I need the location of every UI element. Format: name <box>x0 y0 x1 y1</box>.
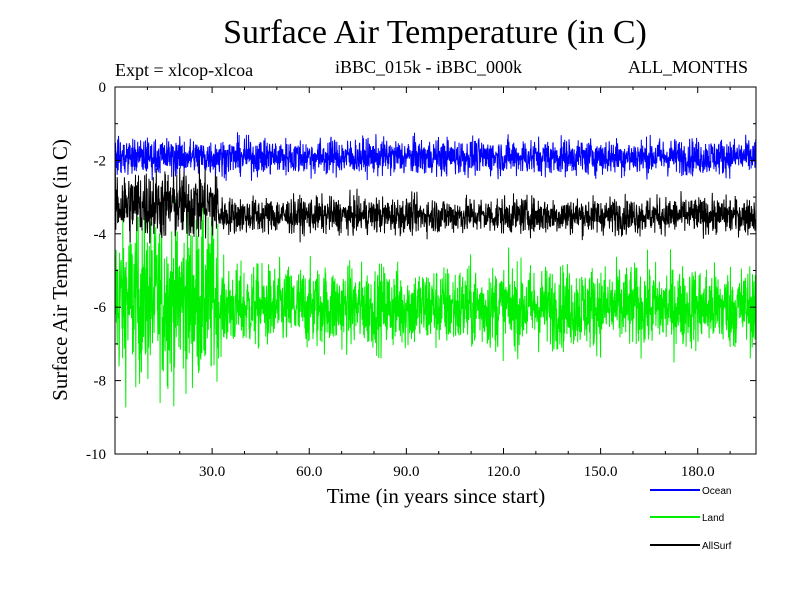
x-tick-label: 90.0 <box>393 464 419 480</box>
y-axis-label: Surface Air Temperature (in C) <box>48 139 72 401</box>
legend-label-ocean: Ocean <box>702 486 731 497</box>
months-label: ALL_MONTHS <box>628 57 748 77</box>
legend-label-land: Land <box>702 513 724 524</box>
x-tick-label: 180.0 <box>681 464 715 480</box>
y-tick-label: -4 <box>94 227 107 243</box>
x-axis-label: Time (in years since start) <box>327 484 546 508</box>
series-line-allsurf <box>114 155 757 244</box>
y-tick-label: -8 <box>94 374 107 390</box>
y-tick-label: 0 <box>99 80 107 96</box>
series-line-land <box>114 199 757 408</box>
series-layer <box>114 132 757 408</box>
x-tick-label: 120.0 <box>487 464 521 480</box>
legend-label-allsurf: AllSurf <box>702 541 732 552</box>
x-tick-label: 60.0 <box>296 464 322 480</box>
series-line-ocean <box>114 132 757 181</box>
y-tick-label: -2 <box>94 153 107 169</box>
x-tick-label: 150.0 <box>584 464 618 480</box>
y-tick-label: -10 <box>86 447 106 463</box>
x-tick-label: 30.0 <box>199 464 225 480</box>
ticks-layer: 0 -2 -4 -6 -8 -10 30.0 60.0 90.0 120.0 150.0 180.0 <box>86 80 756 480</box>
legend: Ocean Land AllSurf <box>650 486 732 552</box>
experiment-label: Expt = xlcop-xlcoa <box>115 60 254 80</box>
comparison-label: iBBC_015k - iBBC_000k <box>335 57 523 77</box>
chart-title: Surface Air Temperature (in C) <box>223 14 647 51</box>
y-tick-label: -6 <box>94 300 107 316</box>
